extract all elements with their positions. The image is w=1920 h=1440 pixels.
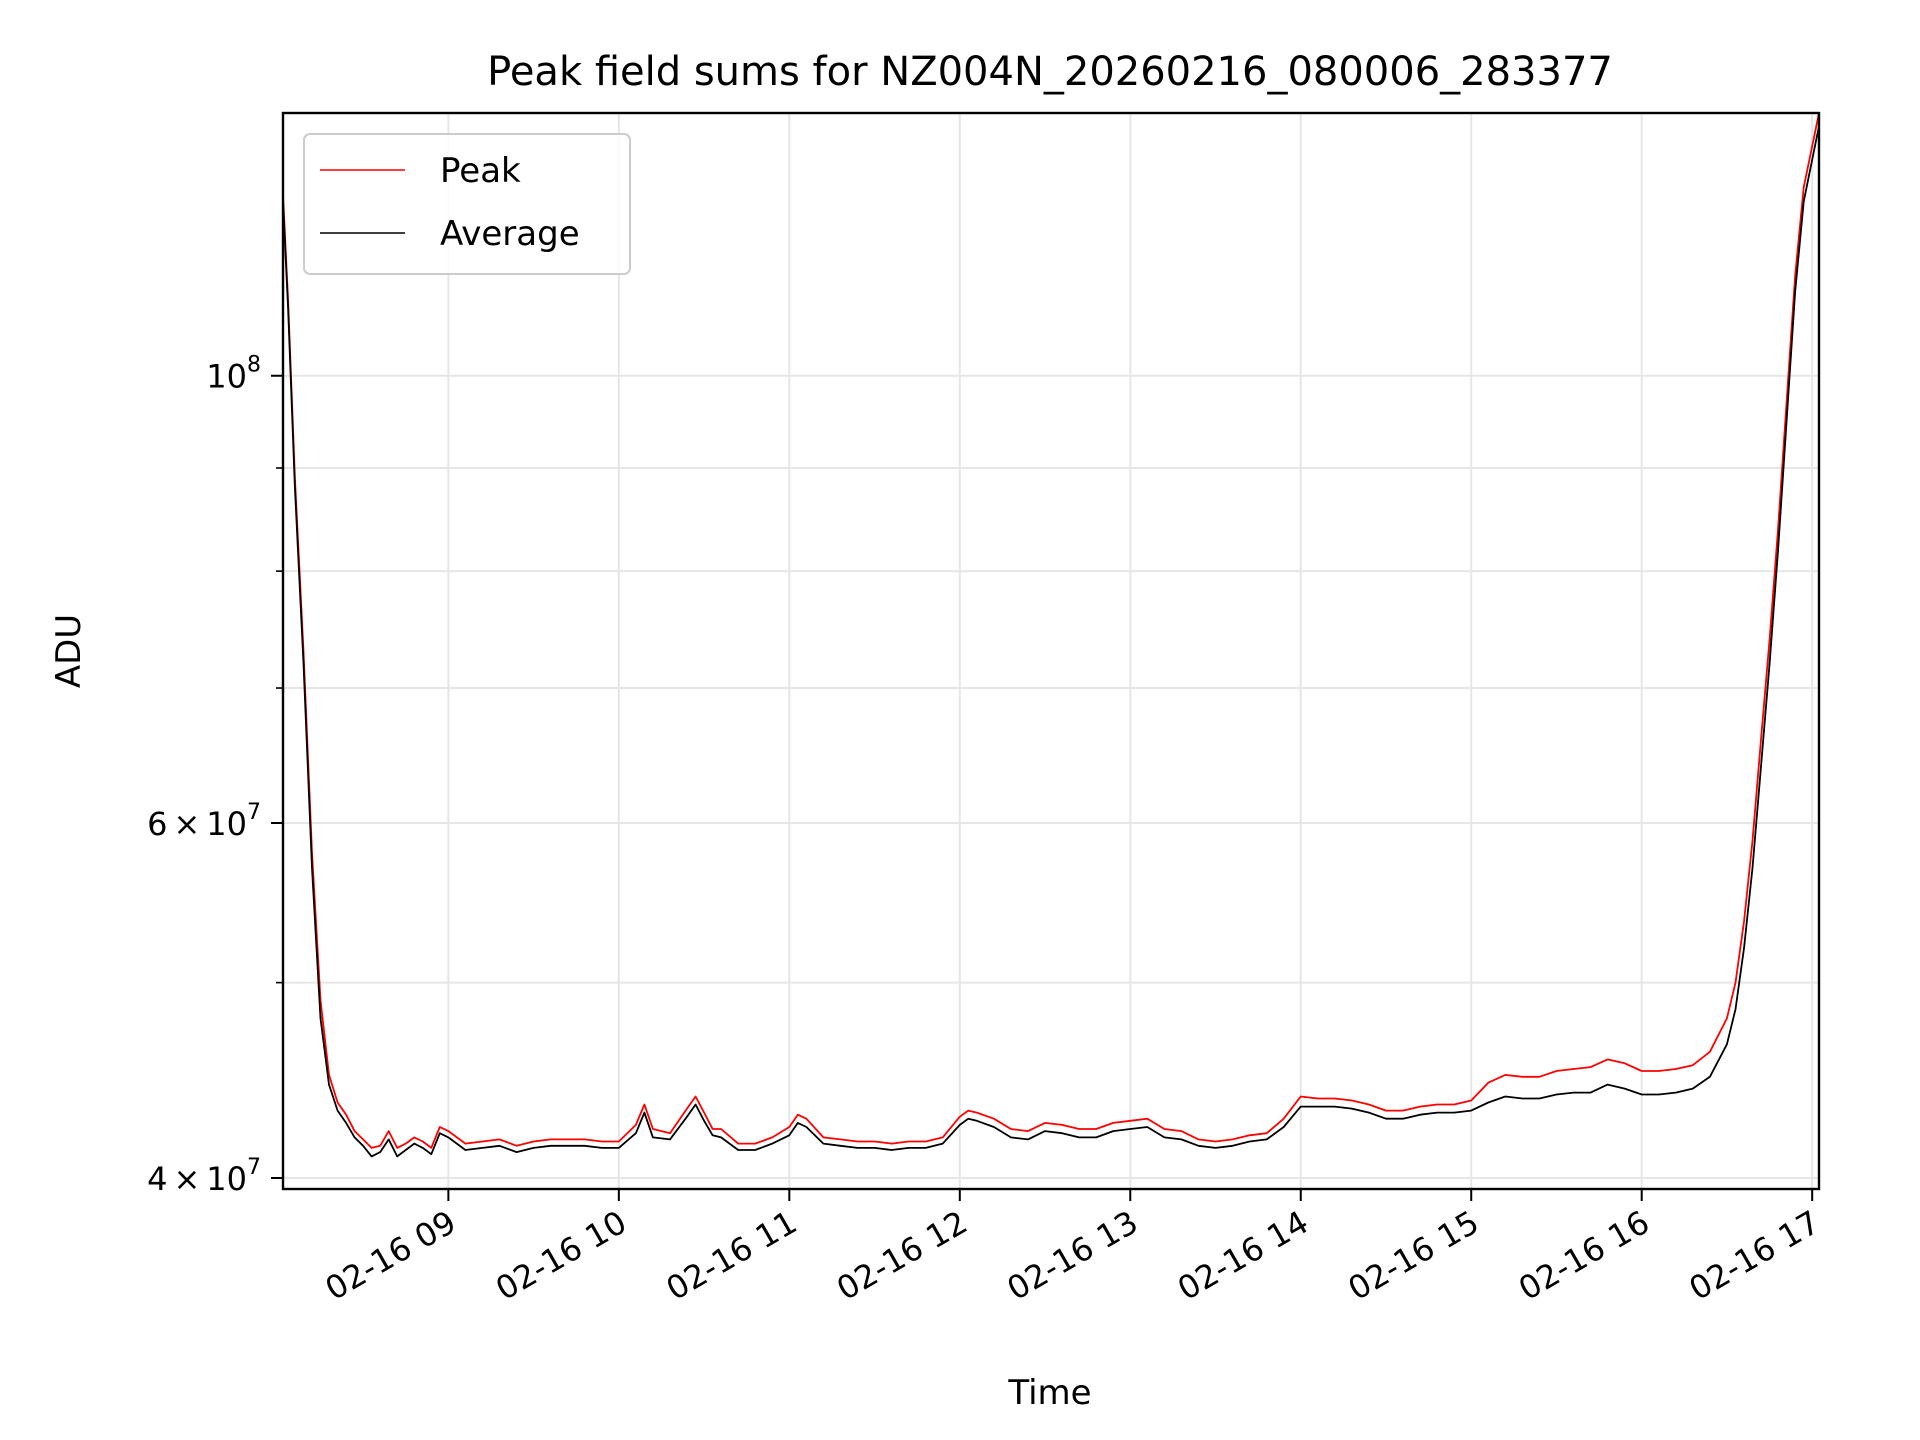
y-tick-exponent: 7 [247, 800, 261, 825]
legend: Peak Average [303, 133, 631, 275]
series-line-peak [282, 112, 1820, 1149]
chart-title: Peak field sums for NZ004N_20260216_0800… [487, 49, 1613, 95]
y-tick-base: 10 [206, 805, 247, 843]
series-line-average [282, 125, 1820, 1158]
y-tick-times: × [173, 805, 200, 843]
legend-box [303, 133, 631, 275]
y-tick-times: × [173, 1160, 200, 1198]
legend-peak-label: Peak [440, 151, 521, 191]
x-axis-label: Time [1007, 1373, 1091, 1413]
y-tick-exponent: 7 [247, 1155, 261, 1180]
y-tick-mantissa: 6 [147, 805, 167, 843]
y-tick-label: 4 × 107 [147, 1155, 261, 1198]
legend-average-label: Average [440, 214, 580, 254]
y-tick-base: 10 [206, 1160, 247, 1198]
plot-area [282, 112, 1820, 1158]
grid-lines [283, 113, 1819, 1189]
axes-frame [281, 111, 1821, 1191]
y-tick-exponent: 8 [247, 353, 261, 378]
axis-ticks [271, 374, 1814, 1201]
y-axis-label: ADU [49, 614, 89, 688]
y-tick-label: 6 × 107 [147, 800, 261, 843]
y-tick-label: 108 [206, 353, 261, 396]
y-tick-base: 10 [206, 358, 247, 396]
y-tick-mantissa: 4 [147, 1160, 167, 1198]
